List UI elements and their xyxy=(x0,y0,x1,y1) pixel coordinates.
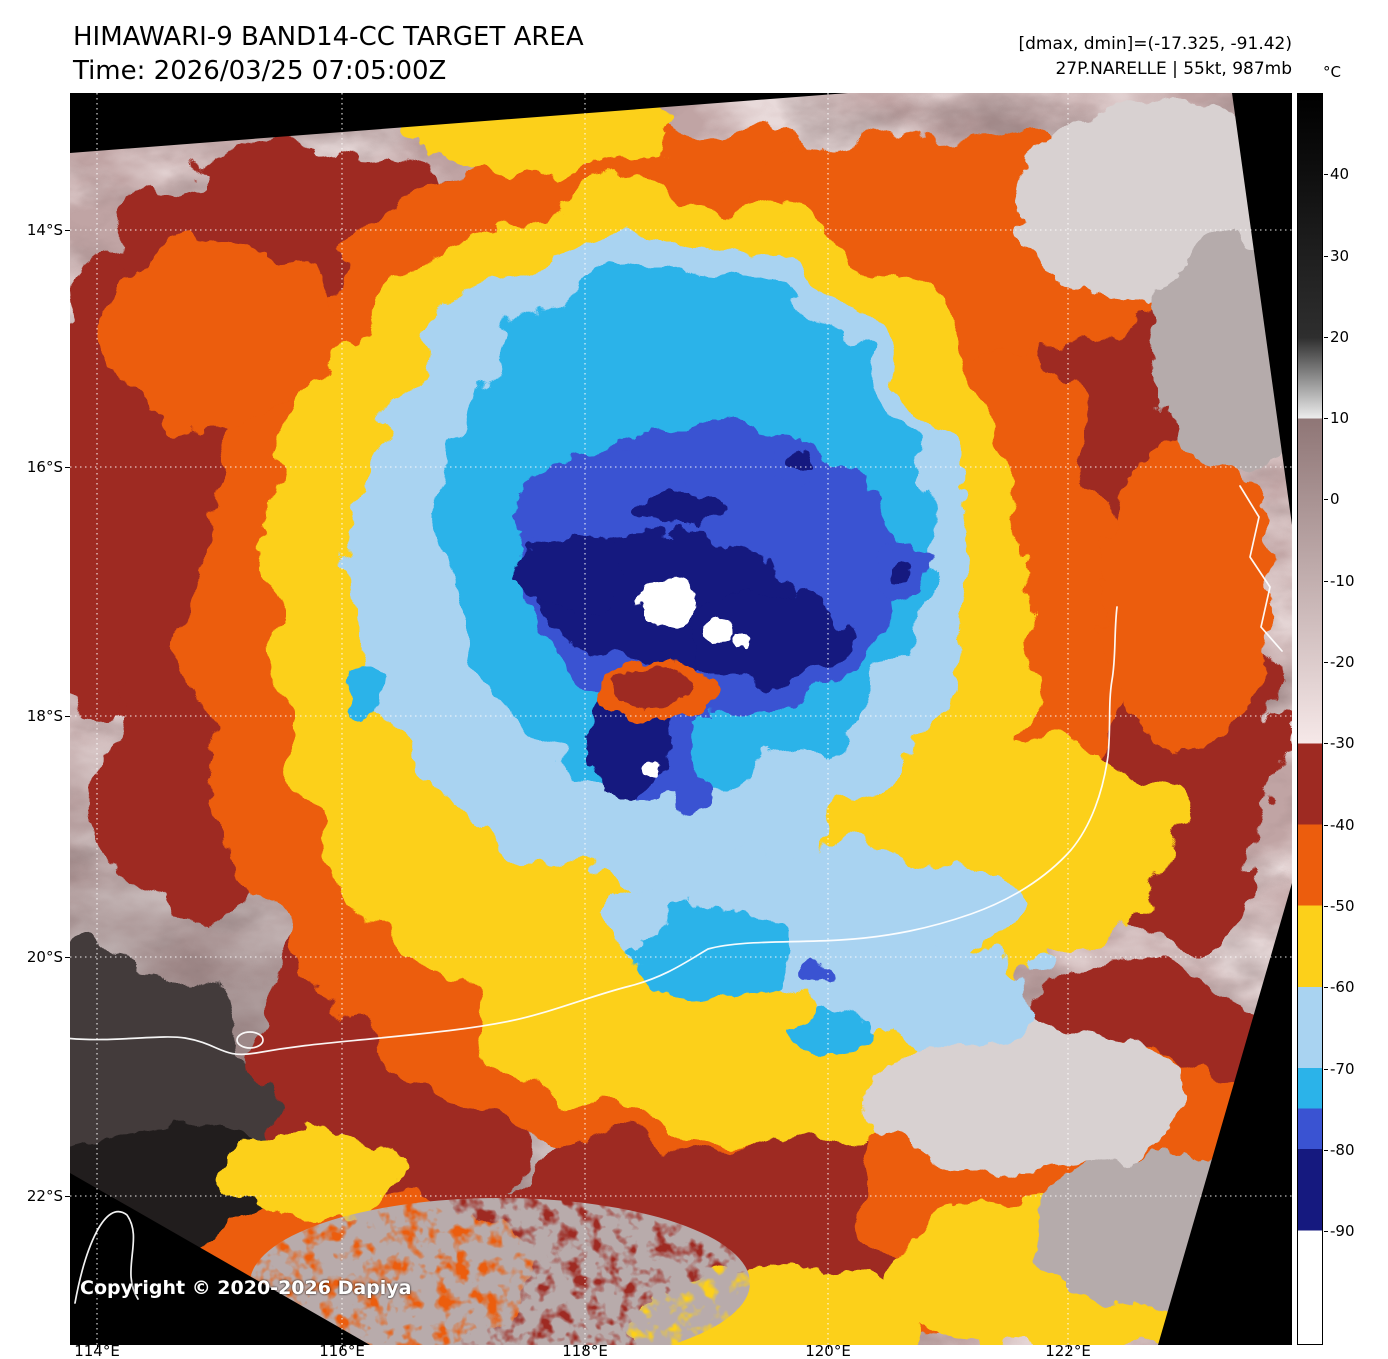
colorbar-tick-label: 10 xyxy=(1330,409,1350,428)
x-axis-tick-mark xyxy=(828,1345,829,1349)
y-axis-tick-mark xyxy=(65,230,70,231)
colorbar-tick-label: -70 xyxy=(1330,1059,1355,1078)
colorbar-tick-label: -60 xyxy=(1330,978,1355,997)
colorbar-tick-mark xyxy=(1324,743,1328,745)
y-axis-tick-mark xyxy=(65,1196,70,1197)
x-axis-tick-label: 114°E xyxy=(74,1342,120,1359)
latlon-grid xyxy=(70,93,1292,1345)
x-axis-tick-label: 122°E xyxy=(1045,1342,1091,1359)
colorbar-tick-mark xyxy=(1324,824,1328,826)
colorbar-tick-mark xyxy=(1324,1068,1328,1070)
coastline xyxy=(70,485,1283,1304)
x-axis-tick-label: 118°E xyxy=(562,1342,608,1359)
x-axis-tick-mark xyxy=(585,1345,586,1349)
colorbar-tick-mark xyxy=(1324,336,1328,338)
colorbar-unit-label: °C xyxy=(1323,63,1341,81)
colorbar-tick-mark xyxy=(1324,987,1328,989)
x-axis-tick-mark xyxy=(342,1345,343,1349)
storm-info-label: 27P.NARELLE | 55kt, 987mb xyxy=(1055,59,1292,79)
y-axis-tick-label: 18°S xyxy=(26,707,63,725)
x-axis-tick-label: 116°E xyxy=(319,1342,365,1359)
colorbar-tick-label: -90 xyxy=(1330,1222,1355,1241)
temp-range-label: [dmax, dmin]=(-17.325, -91.42) xyxy=(1018,34,1293,54)
copyright-watermark: Copyright © 2020-2026 Dapiya xyxy=(80,1277,412,1299)
colorbar-tick-label: 20 xyxy=(1330,327,1350,346)
colorbar-tick-mark xyxy=(1324,662,1328,664)
colorbar-tick-label: -20 xyxy=(1330,653,1355,672)
y-axis-tick-mark xyxy=(65,957,70,958)
colorbar-tick-label: 30 xyxy=(1330,246,1350,265)
colorbar-tick-mark xyxy=(1324,255,1328,257)
colorbar-tick-mark xyxy=(1324,1231,1328,1233)
y-axis-tick-mark xyxy=(65,467,70,468)
satellite-map xyxy=(70,93,1292,1345)
y-axis-tick-label: 16°S xyxy=(26,458,63,476)
colorbar-tick-mark xyxy=(1324,418,1328,420)
x-axis-tick-mark xyxy=(1068,1345,1069,1349)
colorbar-tick-label: -40 xyxy=(1330,815,1355,834)
x-axis-tick-mark xyxy=(97,1345,98,1349)
y-axis-tick-mark xyxy=(65,716,70,717)
colorbar-tick-label: -10 xyxy=(1330,571,1355,590)
timestamp-label: Time: 2026/03/25 07:05:00Z xyxy=(73,56,447,86)
colorbar-tick-mark xyxy=(1324,1149,1328,1151)
colorbar-tick-mark xyxy=(1324,174,1328,176)
colorbar-tick-mark xyxy=(1324,580,1328,582)
warm-eye-region xyxy=(596,661,720,721)
figure-title: HIMAWARI-9 BAND14-CC TARGET AREA xyxy=(73,22,584,52)
y-axis-tick-label: 20°S xyxy=(26,948,63,966)
cloud-layer-gray xyxy=(250,103,1292,1345)
colorbar-tick-label: -50 xyxy=(1330,896,1355,915)
y-axis-tick-label: 14°S xyxy=(26,221,63,239)
x-axis-tick-label: 120°E xyxy=(805,1342,851,1359)
colorbar-tick-label: 40 xyxy=(1330,165,1350,184)
no-data-regions xyxy=(70,93,1292,1345)
colorbar-tick-label: 0 xyxy=(1330,490,1340,509)
colorbar-tick-label: -30 xyxy=(1330,734,1355,753)
colorbar-tick-mark xyxy=(1324,499,1328,501)
colorbar-tick-mark xyxy=(1324,905,1328,907)
overshooting-tops-white xyxy=(638,577,750,779)
y-axis-tick-label: 22°S xyxy=(26,1187,63,1205)
temperature-colorbar xyxy=(1297,93,1323,1345)
colorbar-tick-label: -80 xyxy=(1330,1140,1355,1159)
